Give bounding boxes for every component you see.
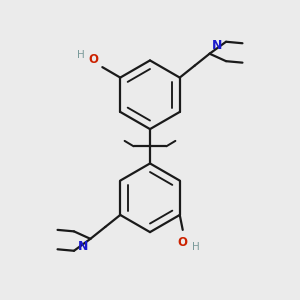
Text: H: H <box>77 50 85 60</box>
Text: O: O <box>178 236 188 249</box>
Text: N: N <box>78 240 88 253</box>
Text: N: N <box>212 39 222 52</box>
Text: H: H <box>192 242 200 252</box>
Text: O: O <box>89 52 99 66</box>
